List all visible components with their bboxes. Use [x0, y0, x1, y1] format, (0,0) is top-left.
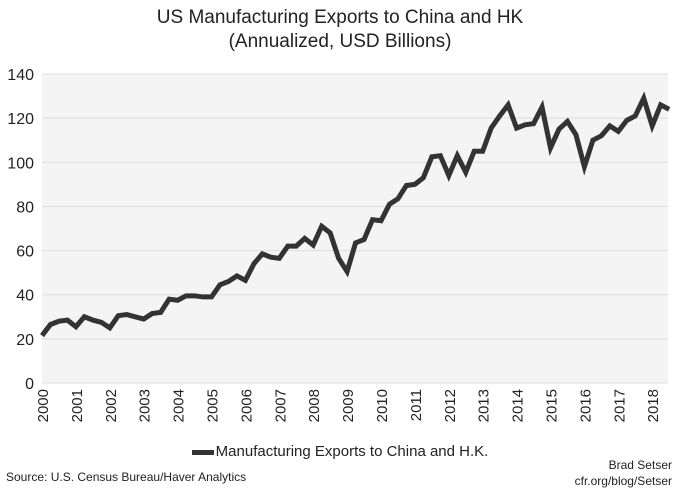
x-tick-label: 2018 [645, 389, 662, 422]
y-tick-label: 0 [25, 376, 34, 393]
chart-title: US Manufacturing Exports to China and HK… [0, 6, 680, 54]
title-line-2: (Annualized, USD Billions) [228, 31, 452, 52]
x-tick-label: 2010 [374, 389, 391, 422]
plot-area [42, 74, 668, 383]
y-tick-label: 80 [16, 199, 34, 216]
y-tick-label: 120 [7, 111, 34, 128]
x-tick-label: 2005 [205, 389, 222, 422]
x-tick-label: 2017 [611, 389, 628, 422]
x-tick-label: 2013 [476, 389, 493, 422]
x-tick-label: 2004 [171, 389, 188, 422]
y-tick-label: 60 [16, 244, 34, 261]
credit: Brad Setser cfr.org/blog/Setser [575, 457, 672, 489]
x-tick-label: 2001 [69, 389, 86, 422]
x-tick-label: 2003 [137, 389, 154, 422]
credit-author: Brad Setser [608, 458, 672, 472]
credit-url: cfr.org/blog/Setser [574, 474, 672, 488]
x-tick-label: 2002 [103, 389, 120, 422]
x-tick-label: 2009 [340, 389, 357, 422]
x-tick-label: 2000 [35, 389, 52, 422]
x-tick-label: 2014 [510, 389, 527, 422]
y-tick-label: 40 [16, 288, 34, 305]
x-tick-label: 2016 [577, 389, 594, 422]
x-tick-label: 2012 [442, 389, 459, 422]
x-tick-label: 2007 [272, 389, 289, 422]
x-tick-label: 2011 [408, 389, 425, 421]
legend-label: Manufacturing Exports to China and H.K. [215, 443, 489, 460]
x-tick-label: 2006 [238, 389, 255, 422]
y-tick-label: 20 [16, 332, 34, 349]
x-tick-label: 2008 [306, 389, 323, 422]
legend: Manufacturing Exports to China and H.K. [0, 443, 680, 460]
legend-swatch [191, 449, 214, 455]
x-tick-label: 2015 [544, 389, 561, 422]
y-tick-label: 140 [7, 67, 34, 84]
source-note: Source: U.S. Census Bureau/Haver Analyti… [6, 470, 247, 484]
y-tick-label: 100 [7, 155, 34, 172]
title-line-1: US Manufacturing Exports to China and HK [156, 7, 524, 28]
